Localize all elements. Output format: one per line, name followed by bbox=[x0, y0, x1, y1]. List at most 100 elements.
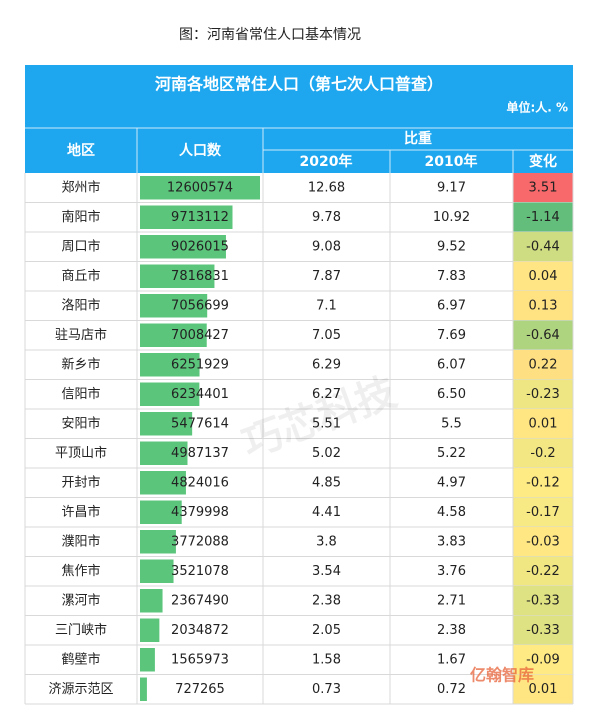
cell: 9.08 bbox=[312, 239, 341, 254]
cell: -0.33 bbox=[526, 593, 560, 608]
cell: 0.04 bbox=[529, 269, 558, 284]
cell: 4.85 bbox=[312, 475, 341, 490]
cell: 0.22 bbox=[529, 357, 558, 372]
cell: 0.72 bbox=[437, 682, 466, 697]
cell: 安阳市 bbox=[61, 415, 100, 431]
cell: 7816831 bbox=[171, 269, 229, 284]
change-cell bbox=[513, 556, 573, 586]
header-cell: 2010年 bbox=[425, 153, 478, 170]
cell: 信阳市 bbox=[61, 386, 100, 402]
cell: -0.12 bbox=[526, 475, 560, 490]
population-bar bbox=[140, 530, 176, 554]
cell: -1.14 bbox=[526, 210, 560, 225]
cell: -0.44 bbox=[526, 239, 560, 254]
population-bar bbox=[140, 648, 155, 672]
cell: 1.67 bbox=[437, 652, 466, 667]
cell: 3772088 bbox=[171, 534, 229, 549]
cell: 平顶山市 bbox=[55, 445, 107, 461]
cell: 0.01 bbox=[529, 682, 558, 697]
cell: 4824016 bbox=[171, 475, 229, 490]
cell: 1565973 bbox=[171, 652, 229, 667]
cell: 3521078 bbox=[171, 564, 229, 579]
cell: 1.58 bbox=[312, 652, 341, 667]
population-bar bbox=[140, 471, 186, 495]
cell: 济源示范区 bbox=[48, 682, 113, 697]
cell: 9.17 bbox=[437, 180, 466, 195]
cell: 5.22 bbox=[437, 446, 466, 461]
cell: 漯河市 bbox=[61, 592, 100, 608]
cell: 3.76 bbox=[437, 564, 466, 579]
cell: 12.68 bbox=[308, 180, 345, 195]
population-bar bbox=[140, 323, 207, 347]
cell: 727265 bbox=[175, 682, 225, 697]
cell: 7.05 bbox=[312, 328, 341, 343]
cell: 5.51 bbox=[312, 416, 341, 431]
cell: 7.83 bbox=[437, 269, 466, 284]
cell: 7.1 bbox=[316, 298, 337, 313]
population-bar bbox=[140, 589, 163, 613]
header-cell: 变化 bbox=[529, 153, 557, 170]
cell: 周口市 bbox=[61, 238, 100, 254]
cell: 驻马店市 bbox=[55, 327, 107, 343]
header-cell: 2020年 bbox=[300, 153, 353, 170]
cell: 4.41 bbox=[312, 505, 341, 520]
cell: -0.03 bbox=[526, 534, 560, 549]
change-cell bbox=[513, 674, 573, 704]
cell: 2.05 bbox=[312, 623, 341, 638]
cell: 7.69 bbox=[437, 328, 466, 343]
change-cell bbox=[513, 615, 573, 645]
cell: 6251929 bbox=[171, 357, 229, 372]
header-cell: 人口数 bbox=[179, 142, 222, 159]
cell: 3.51 bbox=[529, 180, 558, 195]
cell: 6.29 bbox=[312, 357, 341, 372]
cell: 三门峡市 bbox=[55, 622, 107, 638]
cell: 2367490 bbox=[171, 593, 229, 608]
population-bar bbox=[140, 559, 174, 583]
population-bar bbox=[140, 412, 193, 436]
cell: 6.27 bbox=[312, 387, 341, 402]
cell: 南阳市 bbox=[61, 209, 100, 225]
cell: 濮阳市 bbox=[61, 533, 100, 549]
change-cell bbox=[513, 409, 573, 439]
population-bar bbox=[140, 176, 260, 200]
change-cell bbox=[513, 202, 573, 232]
cell: -0.23 bbox=[526, 387, 560, 402]
cell: -0.33 bbox=[526, 623, 560, 638]
header-bg bbox=[25, 65, 573, 173]
cell: 4987137 bbox=[171, 446, 229, 461]
cell: 9.52 bbox=[437, 239, 466, 254]
cell: 0.73 bbox=[312, 682, 341, 697]
cell: 2.38 bbox=[437, 623, 466, 638]
cell: 9.78 bbox=[312, 210, 341, 225]
cell: 商丘市 bbox=[61, 268, 100, 284]
cell: -0.2 bbox=[530, 446, 555, 461]
change-cell bbox=[513, 438, 573, 468]
change-cell bbox=[513, 350, 573, 380]
cell: 2.38 bbox=[312, 593, 341, 608]
change-cell bbox=[513, 645, 573, 675]
population-bar bbox=[140, 677, 147, 701]
cell: 9026015 bbox=[171, 239, 229, 254]
cell: 5.02 bbox=[312, 446, 341, 461]
cell: 开封市 bbox=[61, 474, 100, 490]
cell: 12600574 bbox=[167, 180, 233, 195]
cell: 0.13 bbox=[529, 298, 558, 313]
cell: 6.07 bbox=[437, 357, 466, 372]
change-cell bbox=[513, 468, 573, 498]
cell: 新乡市 bbox=[61, 356, 100, 372]
cell: 7008427 bbox=[171, 328, 229, 343]
cell: -0.09 bbox=[526, 652, 560, 667]
cell: 5477614 bbox=[171, 416, 229, 431]
cell: -0.17 bbox=[526, 505, 560, 520]
population-bar bbox=[140, 294, 208, 318]
cell: 0.01 bbox=[529, 416, 558, 431]
table-body: 郑州市 12600574 12.68 9.17 3.51 南阳市 9713112 9.78 10… bbox=[24, 173, 574, 705]
cell: 6.50 bbox=[437, 387, 466, 402]
change-cell bbox=[513, 291, 573, 321]
cell: 洛阳市 bbox=[61, 297, 100, 313]
population-bar bbox=[140, 205, 233, 229]
change-cell bbox=[513, 173, 573, 203]
header-cell: 比重 bbox=[404, 130, 432, 147]
cell: 焦作市 bbox=[61, 563, 100, 579]
